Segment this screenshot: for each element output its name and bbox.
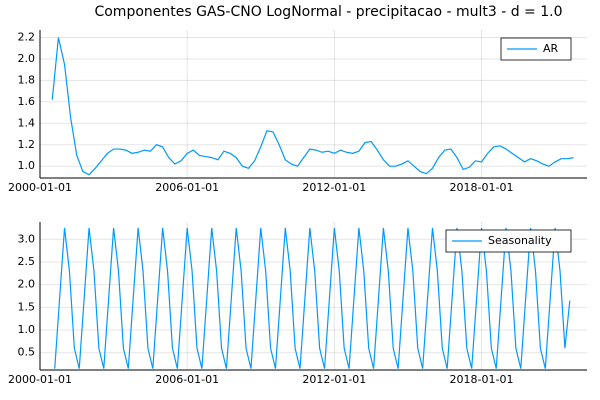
y-tick-label: 1.0 — [18, 159, 36, 172]
y-tick-label: 1.0 — [18, 323, 36, 336]
x-tick-label: 2000-01-01 — [8, 373, 72, 386]
y-tick-label: 2.2 — [18, 31, 36, 44]
y-tick-label: 2.0 — [18, 278, 36, 291]
legend-label: AR — [543, 42, 559, 55]
y-tick-label: 1.4 — [18, 116, 36, 129]
x-tick-label: 2012-01-01 — [302, 373, 366, 386]
y-tick-label: 1.5 — [18, 300, 36, 313]
y-tick-label: 3.0 — [18, 232, 36, 245]
y-tick-label: 0.5 — [18, 346, 36, 359]
y-tick-label: 1.8 — [18, 73, 36, 86]
series-line — [51, 37, 574, 176]
x-tick-label: 2006-01-01 — [155, 373, 219, 386]
y-tick-label: 2.5 — [18, 255, 36, 268]
legend: AR — [500, 37, 572, 61]
y-tick-label: 1.2 — [18, 138, 36, 151]
x-tick-label: 2000-01-01 — [8, 181, 72, 194]
y-tick-label: 2.0 — [18, 52, 36, 65]
legend-label: Seasonality — [488, 234, 552, 247]
legend: Seasonality — [445, 229, 572, 253]
chart-title: Componentes GAS-CNO LogNormal - precipit… — [94, 4, 562, 20]
y-tick-label: 1.6 — [18, 95, 36, 108]
x-tick-label: 2018-01-01 — [450, 181, 514, 194]
legend-box — [445, 229, 572, 253]
x-tick-label: 2006-01-01 — [155, 181, 219, 194]
x-tick-label: 2018-01-01 — [450, 373, 514, 386]
x-tick-label: 2012-01-01 — [302, 181, 366, 194]
